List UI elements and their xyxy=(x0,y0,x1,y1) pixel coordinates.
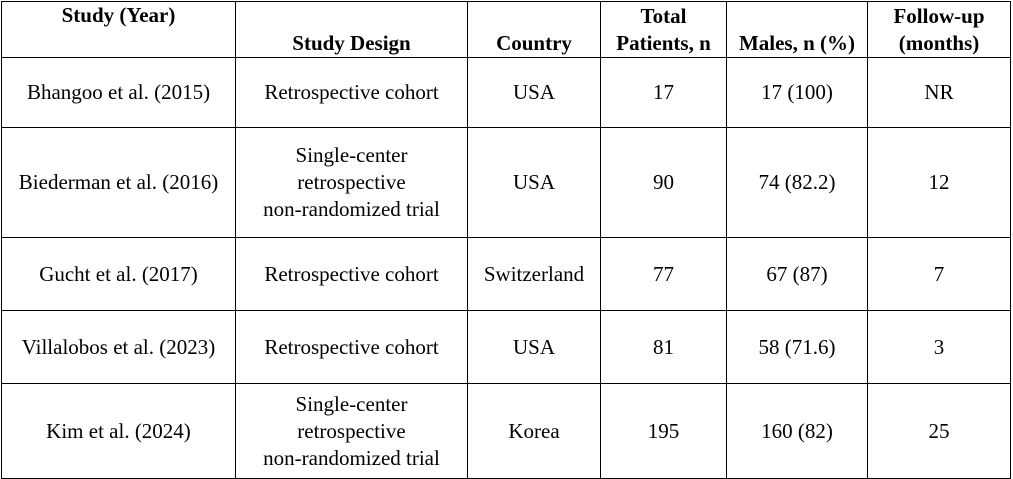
cell-design-line: Retrospective cohort xyxy=(264,334,439,359)
cell-design: Retrospective cohort xyxy=(235,237,468,311)
cell-design-line: non-randomized trial xyxy=(263,445,440,470)
cell-follow-up: 3 xyxy=(867,310,1011,384)
header-follow-up-line1: Follow-up xyxy=(893,4,985,28)
table-row: Villalobos et al. (2023) Retrospective c… xyxy=(1,310,1011,384)
cell-males: 58 (71.6) xyxy=(726,310,868,384)
header-study-design: Study Design xyxy=(235,1,468,58)
cell-design: Single-center retrospective non-randomiz… xyxy=(235,383,468,479)
cell-design: Retrospective cohort xyxy=(235,57,468,128)
cell-design-line: Single-center xyxy=(295,143,408,167)
cell-study: Biederman et al. (2016) xyxy=(1,127,236,238)
cell-country: USA xyxy=(467,310,601,384)
cell-total: 77 xyxy=(600,237,727,311)
header-country-label: Country xyxy=(496,31,572,55)
header-males-label: Males, n (%) xyxy=(738,31,856,55)
cell-study: Bhangoo et al. (2015) xyxy=(1,57,236,128)
header-study-design-label: Study Design xyxy=(292,31,411,55)
header-total-patients: Total Patients, n xyxy=(600,1,727,58)
cell-country: USA xyxy=(467,127,601,238)
cell-total: 195 xyxy=(600,383,727,479)
cell-total: 17 xyxy=(600,57,727,128)
cell-study: Gucht et al. (2017) xyxy=(1,237,236,311)
table-row: Biederman et al. (2016) Single-center re… xyxy=(1,127,1011,238)
header-males: Males, n (%) xyxy=(726,1,868,58)
header-follow-up: Follow-up (months) xyxy=(867,1,1011,58)
cell-design-line: Single-center xyxy=(295,391,408,416)
cell-study: Villalobos et al. (2023) xyxy=(1,310,236,384)
cell-study: Kim et al. (2024) xyxy=(1,383,236,479)
cell-design: Single-center retrospective non-randomiz… xyxy=(235,127,468,238)
header-total-line2: Patients, n xyxy=(616,31,711,55)
header-row: Study (Year) Study Design Country Total … xyxy=(1,1,1011,58)
header-total-line1: Total xyxy=(640,4,687,28)
cell-males: 74 (82.2) xyxy=(726,127,868,238)
cell-total: 90 xyxy=(600,127,727,238)
cell-males: 67 (87) xyxy=(726,237,868,311)
header-study-year: Study (Year) xyxy=(1,1,236,58)
table-row: Gucht et al. (2017) Retrospective cohort… xyxy=(1,237,1011,311)
table-row: Kim et al. (2024) Single-center retrospe… xyxy=(1,383,1011,479)
cell-follow-up: 25 xyxy=(867,383,1011,479)
cell-country: Switzerland xyxy=(467,237,601,311)
cell-follow-up: 12 xyxy=(867,127,1011,238)
table-row: Bhangoo et al. (2015) Retrospective coho… xyxy=(1,57,1011,128)
cell-country: Korea xyxy=(467,383,601,479)
cell-design-line: Retrospective cohort xyxy=(264,261,439,286)
cell-country: USA xyxy=(467,57,601,128)
cell-males: 17 (100) xyxy=(726,57,868,128)
cell-design-line: retrospective xyxy=(297,170,406,194)
cell-design-line: Retrospective cohort xyxy=(264,80,439,104)
cell-males: 160 (82) xyxy=(726,383,868,479)
cell-design-line: retrospective xyxy=(297,418,406,443)
header-study-year-label: Study (Year) xyxy=(61,3,176,27)
cell-follow-up: 7 xyxy=(867,237,1011,311)
header-country: Country xyxy=(467,1,601,58)
cell-design-line: non-randomized trial xyxy=(263,197,440,221)
cell-total: 81 xyxy=(600,310,727,384)
header-follow-up-line2: (months) xyxy=(898,31,980,55)
cell-design: Retrospective cohort xyxy=(235,310,468,384)
cell-follow-up: NR xyxy=(867,57,1011,128)
